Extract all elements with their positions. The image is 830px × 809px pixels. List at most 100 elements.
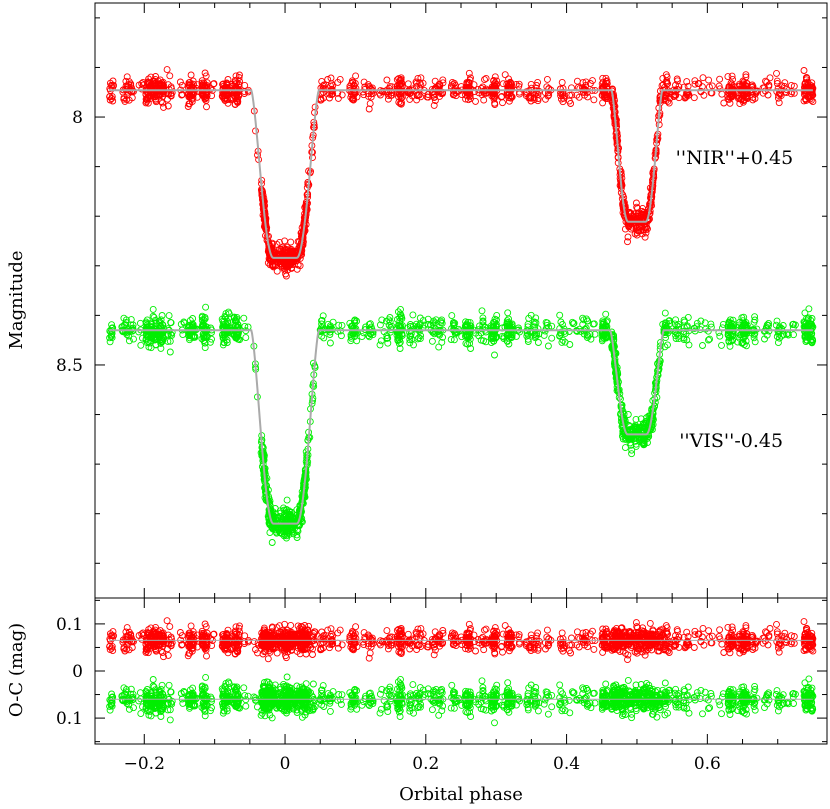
nir-series-label: ''NIR''+0.45	[676, 147, 794, 169]
data-point	[326, 339, 334, 347]
data-point	[386, 314, 394, 321]
data-point	[110, 82, 118, 89]
residual-point	[573, 628, 581, 636]
residual-point	[543, 626, 551, 634]
data-point	[435, 343, 443, 351]
light-curve-points	[106, 66, 817, 546]
light-curve-panel: 88.5 ''NIR''+0.45 ''VIS''-0.45 Magnitude	[6, 2, 828, 599]
data-point	[478, 307, 486, 315]
data-point	[233, 79, 240, 87]
data-point	[236, 71, 243, 79]
residual-point	[558, 629, 566, 637]
data-point	[690, 94, 698, 102]
data-point	[338, 91, 346, 99]
data-point	[493, 77, 501, 85]
data-point	[327, 82, 335, 90]
data-point	[534, 97, 542, 105]
data-point	[349, 78, 357, 86]
residual-point	[590, 645, 598, 653]
data-point	[231, 101, 239, 109]
data-point	[530, 96, 538, 104]
residual-point	[166, 623, 174, 631]
data-point	[504, 309, 512, 317]
data-point	[367, 93, 375, 101]
data-point	[320, 81, 328, 89]
data-point	[159, 82, 167, 90]
data-point	[152, 98, 160, 106]
data-point	[240, 88, 248, 96]
data-point	[439, 79, 447, 87]
data-point	[718, 341, 725, 349]
residual-point	[599, 648, 607, 656]
data-point	[208, 92, 216, 100]
data-point	[556, 311, 564, 319]
data-point	[327, 74, 335, 82]
data-point	[699, 74, 707, 82]
data-point	[139, 78, 147, 86]
data-point	[324, 76, 332, 83]
data-point	[548, 334, 556, 342]
model-curve-nir	[109, 89, 813, 259]
y-tick-label: 8.5	[56, 356, 83, 376]
data-point	[201, 69, 209, 77]
data-point	[319, 85, 327, 93]
data-point	[566, 341, 574, 348]
data-point	[448, 78, 456, 86]
data-point	[383, 88, 391, 96]
data-point	[125, 81, 133, 88]
data-point	[348, 95, 356, 103]
data-point	[481, 76, 488, 84]
data-point	[137, 341, 145, 349]
data-point	[178, 91, 186, 99]
data-point	[490, 92, 497, 100]
residual-point	[203, 652, 210, 660]
data-point	[376, 91, 384, 99]
data-point	[318, 77, 326, 85]
data-point	[387, 91, 395, 99]
data-point	[136, 319, 144, 327]
data-point	[376, 341, 384, 349]
data-point	[800, 67, 808, 74]
data-point	[533, 82, 541, 89]
data-point	[224, 76, 232, 83]
data-point	[334, 78, 342, 86]
data-point	[283, 496, 291, 504]
residual-point	[352, 623, 360, 631]
data-point	[142, 95, 150, 103]
series-vis-points	[106, 303, 817, 546]
data-point	[207, 85, 215, 93]
data-point	[164, 102, 172, 110]
data-point	[186, 93, 194, 101]
data-point	[187, 71, 195, 79]
data-point	[462, 88, 470, 95]
data-point	[501, 71, 509, 79]
data-point	[584, 317, 592, 325]
data-point	[558, 78, 566, 86]
data-point	[198, 79, 206, 87]
data-point	[224, 99, 232, 107]
data-point	[119, 88, 127, 96]
data-point	[144, 99, 152, 107]
data-point	[543, 75, 551, 83]
data-point	[472, 97, 479, 105]
data-point	[448, 312, 456, 320]
data-point	[326, 94, 333, 102]
data-point	[124, 88, 132, 96]
data-point	[143, 316, 151, 324]
data-point	[409, 85, 417, 93]
data-point	[602, 310, 610, 318]
data-point	[242, 334, 250, 342]
data-point	[428, 337, 436, 345]
data-point	[463, 80, 471, 87]
data-point	[465, 69, 473, 77]
series-nir-points	[106, 66, 817, 280]
data-point	[128, 94, 136, 102]
data-point	[121, 97, 129, 105]
data-point	[108, 95, 116, 102]
data-point	[491, 99, 499, 107]
data-point	[395, 93, 402, 101]
data-point	[334, 94, 342, 102]
data-point	[130, 88, 137, 95]
data-point	[157, 98, 165, 105]
data-point	[202, 72, 210, 80]
